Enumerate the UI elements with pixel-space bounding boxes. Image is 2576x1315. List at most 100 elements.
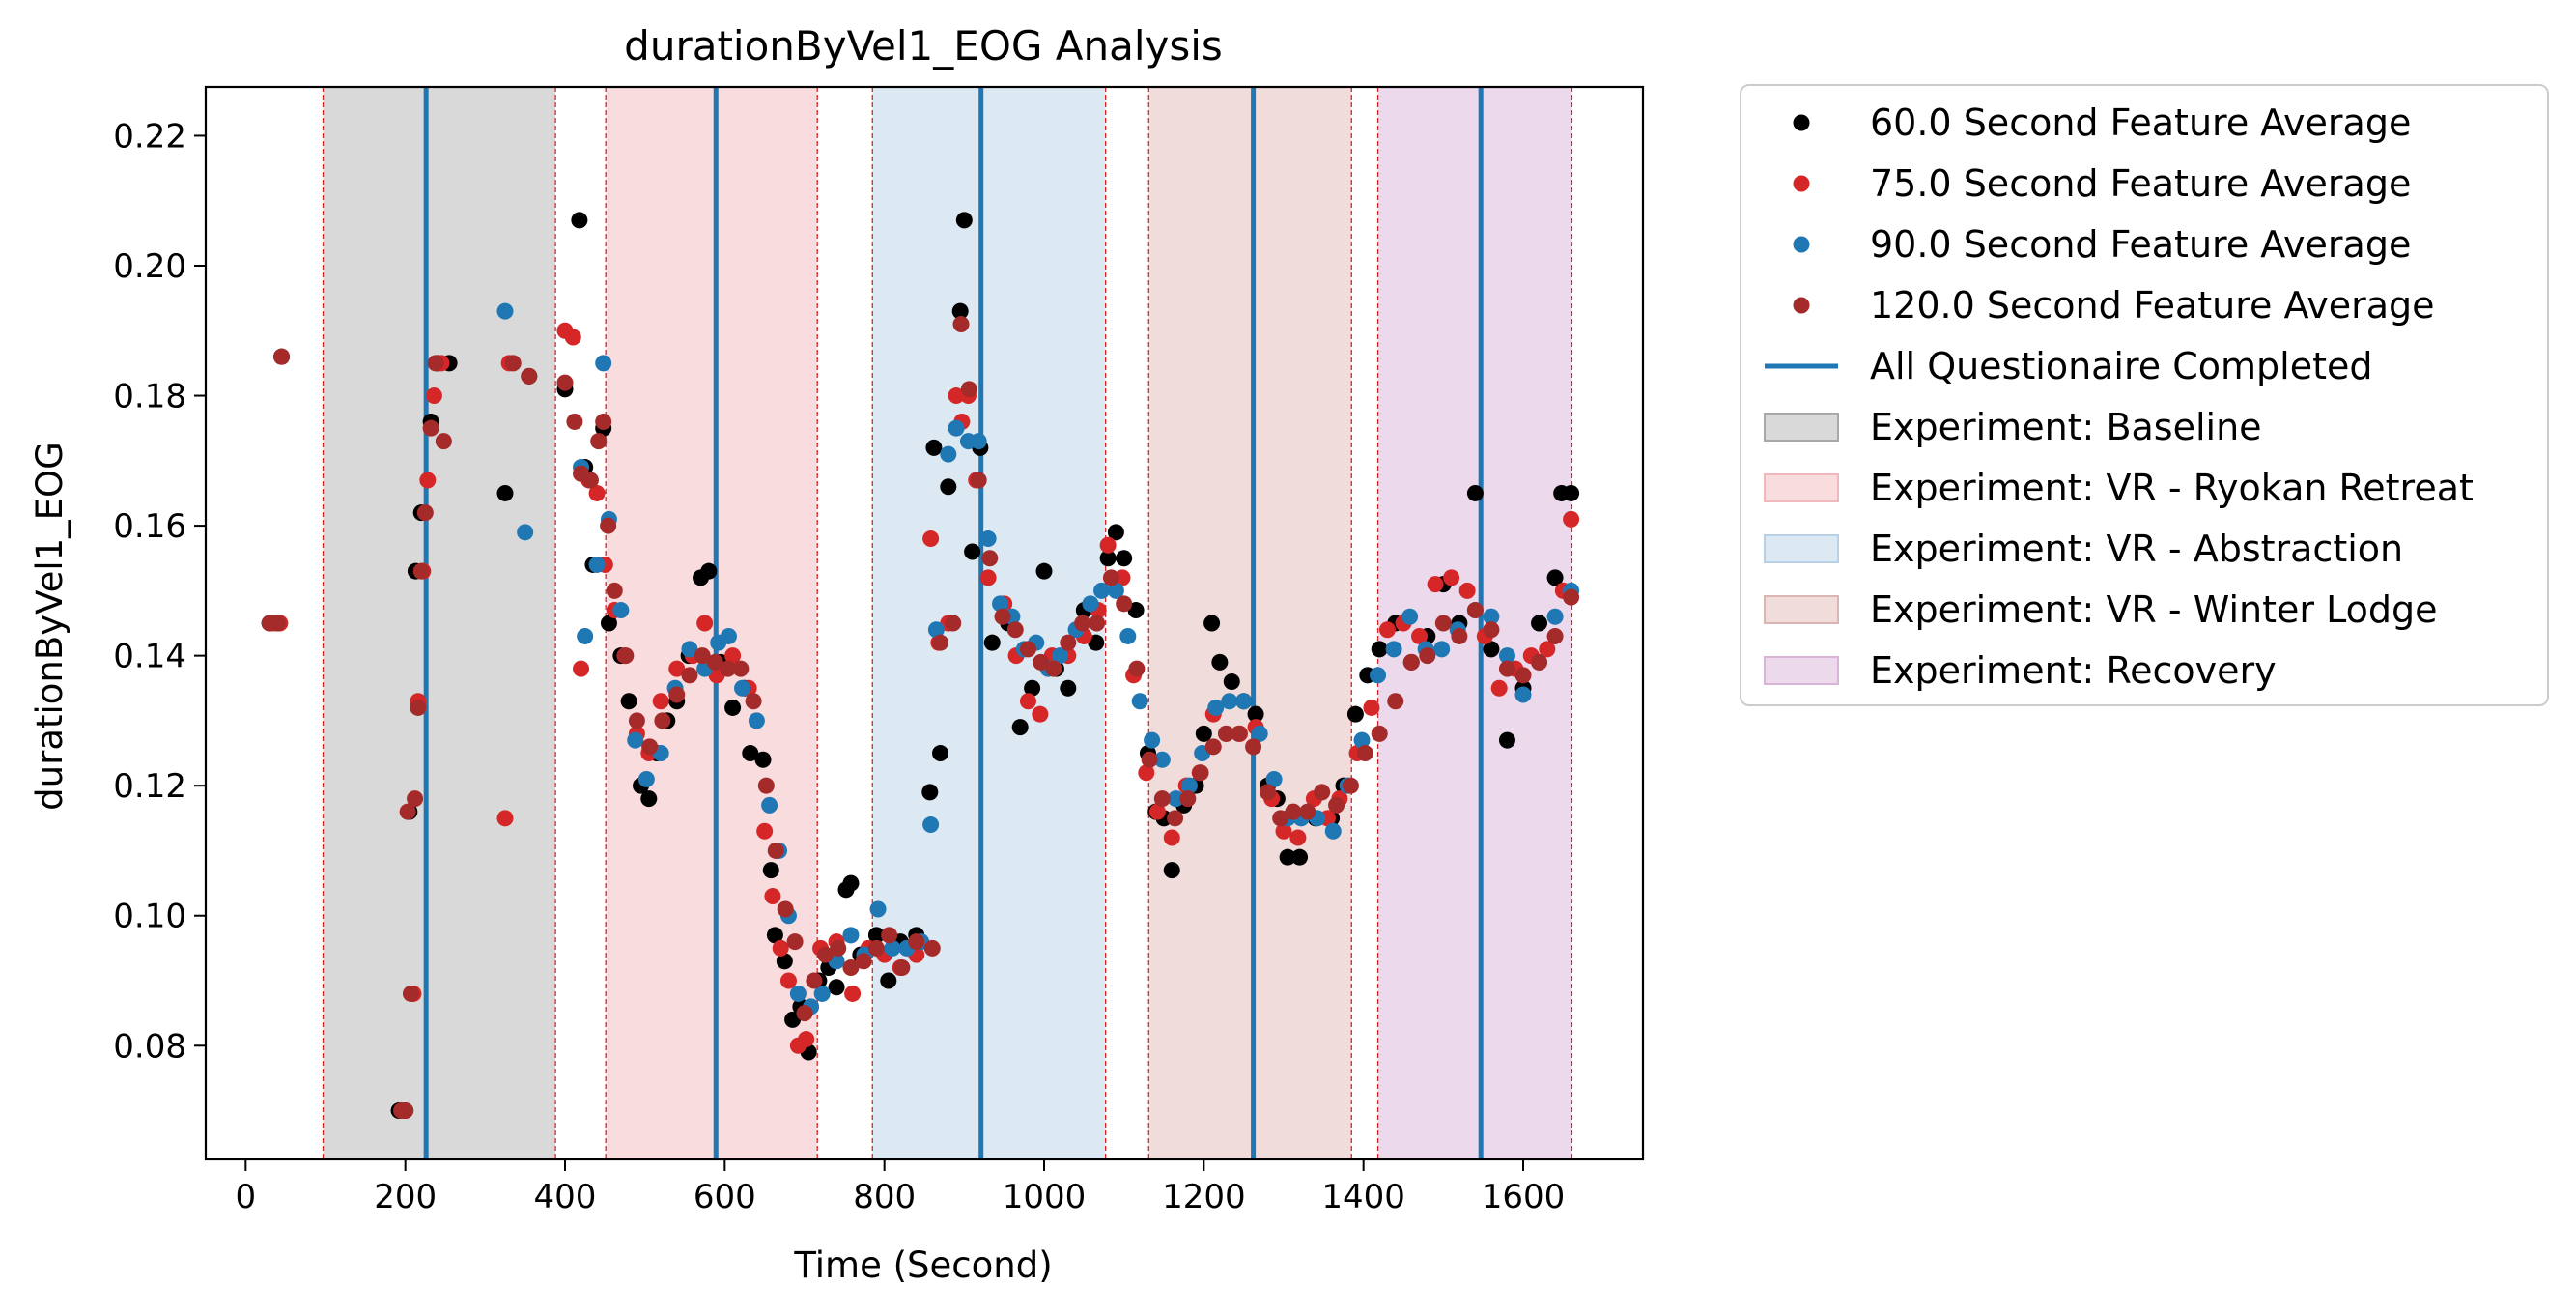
- data-point: [948, 387, 965, 405]
- data-point: [1138, 764, 1155, 782]
- data-point: [1411, 627, 1429, 644]
- data-point: [496, 302, 514, 320]
- data-point: [940, 445, 957, 463]
- data-point: [767, 842, 784, 859]
- data-point: [796, 1005, 813, 1022]
- data-point: [1082, 595, 1099, 613]
- data-point: [1427, 576, 1444, 593]
- data-point: [1285, 803, 1302, 820]
- data-point: [269, 615, 286, 632]
- data-point: [573, 660, 590, 677]
- chart-title: durationByVel1_EOG Analysis: [624, 22, 1223, 70]
- data-point: [1223, 673, 1240, 691]
- data-point: [700, 562, 718, 580]
- y-tick-label: 0.10: [113, 898, 186, 936]
- legend-patch: [1764, 473, 1839, 502]
- data-point: [1387, 693, 1404, 710]
- data-point: [1370, 667, 1387, 684]
- data-point: [1035, 562, 1053, 580]
- data-point: [556, 374, 574, 391]
- data-point: [1490, 679, 1508, 697]
- legend-entry: 75.0 Second Feature Average: [1793, 162, 2411, 205]
- legend-label: Experiment: VR - Abstraction: [1870, 528, 2403, 570]
- data-point: [948, 419, 965, 437]
- data-point: [1163, 862, 1180, 879]
- data-point: [1127, 602, 1145, 619]
- legend-marker: [1793, 236, 1810, 253]
- legend-entry: 120.0 Second Feature Average: [1793, 284, 2435, 327]
- data-point: [694, 647, 711, 665]
- data-point: [884, 939, 901, 957]
- data-point: [981, 550, 999, 567]
- data-point: [1353, 731, 1371, 749]
- data-point: [766, 927, 783, 944]
- legend-label: 120.0 Second Feature Average: [1870, 284, 2435, 327]
- legend-label: Experiment: VR - Winter Lodge: [1870, 588, 2437, 631]
- data-point: [869, 900, 887, 918]
- data-point: [732, 660, 750, 677]
- data-point: [1060, 634, 1077, 651]
- data-point: [970, 433, 987, 450]
- data-point: [724, 699, 742, 716]
- legend-entry: Experiment: Recovery: [1764, 649, 2277, 692]
- data-point: [706, 653, 723, 671]
- data-point: [641, 738, 659, 756]
- data-point: [399, 803, 416, 820]
- y-tick-label: 0.20: [113, 247, 186, 286]
- data-point: [1148, 803, 1166, 820]
- x-axis-label: Time (Second): [793, 1244, 1052, 1286]
- data-point: [1247, 705, 1264, 723]
- y-tick-label: 0.16: [113, 507, 186, 546]
- data-point: [1419, 647, 1436, 665]
- data-point: [1099, 536, 1117, 554]
- series-4: [261, 316, 1580, 1120]
- y-axis-label: durationByVel1_EOG: [29, 442, 71, 811]
- x-axis-ticks: 0 200 400 600 800 1000 1200 1400 1600: [236, 1159, 1565, 1216]
- data-point: [1024, 679, 1041, 697]
- data-point: [1514, 686, 1532, 703]
- data-point: [496, 484, 514, 501]
- data-point: [1141, 751, 1158, 768]
- data-point: [908, 933, 925, 951]
- data-point: [1032, 705, 1049, 723]
- data-point: [1093, 582, 1111, 599]
- data-point: [612, 602, 630, 619]
- legend-entry: Experiment: VR - Abstraction: [1764, 528, 2403, 570]
- data-point: [620, 693, 637, 710]
- data-point: [1259, 784, 1276, 801]
- data-point: [720, 627, 737, 644]
- data-point: [923, 939, 941, 957]
- data-point: [681, 667, 698, 684]
- legend-entry: All Questionaire Completed: [1765, 345, 2373, 387]
- data-point: [1324, 822, 1342, 840]
- legend-patch: [1764, 656, 1839, 685]
- legend-label: Experiment: VR - Ryokan Retreat: [1870, 467, 2474, 509]
- data-points: [261, 212, 1580, 1120]
- data-point: [830, 939, 847, 957]
- data-point: [581, 472, 599, 489]
- data-point: [1167, 810, 1184, 827]
- data-point: [927, 621, 945, 639]
- data-point: [932, 634, 949, 651]
- data-point: [1163, 829, 1180, 846]
- data-point: [1116, 550, 1133, 567]
- data-point: [1251, 725, 1268, 742]
- data-point: [1033, 653, 1050, 671]
- data-point: [816, 946, 834, 963]
- data-point: [652, 693, 669, 710]
- legend-label: All Questionaire Completed: [1870, 345, 2373, 387]
- data-point: [983, 634, 1001, 651]
- data-point: [1019, 693, 1036, 710]
- data-point: [1401, 608, 1419, 625]
- data-point: [1128, 660, 1146, 677]
- data-point: [606, 582, 623, 599]
- legend-patch: [1764, 413, 1839, 442]
- data-point: [496, 810, 514, 827]
- x-tick-label: 1000: [1003, 1178, 1087, 1216]
- data-point: [844, 985, 862, 1002]
- phase-span-4: [1148, 87, 1352, 1159]
- data-point: [600, 615, 617, 632]
- data-point: [1563, 484, 1580, 501]
- data-point: [628, 712, 645, 729]
